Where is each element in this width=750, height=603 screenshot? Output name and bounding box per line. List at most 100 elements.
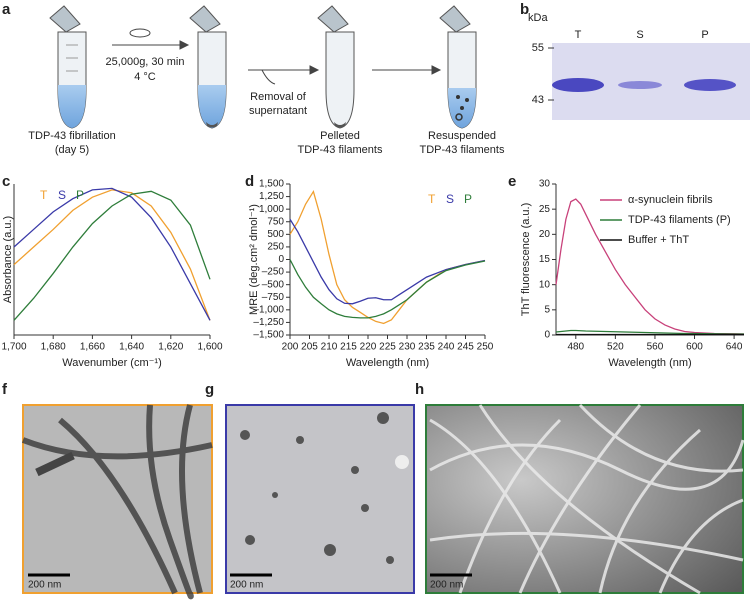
micrograph: 200 nm	[425, 403, 745, 595]
gel-marker: 55	[532, 42, 544, 54]
x-tick-label: 520	[607, 342, 624, 353]
panel-label: g	[205, 381, 214, 398]
x-tick-label: 1,660	[80, 342, 105, 353]
scale-bar-label: 200 nm	[28, 580, 61, 591]
data-line	[13, 190, 211, 321]
x-tick-label: 560	[647, 342, 664, 353]
x-tick-label: 235	[418, 342, 435, 353]
x-axis-label: Wavenumber (cm⁻¹)	[62, 357, 162, 369]
y-tick-label: 750	[267, 216, 284, 227]
y-tick-label: 1,500	[259, 179, 284, 190]
data-line	[13, 189, 211, 321]
legend-label: P	[464, 192, 472, 206]
panel-label: d	[245, 173, 254, 190]
x-tick-label: 230	[399, 342, 416, 353]
y-tick-label: –1,250	[253, 317, 284, 328]
x-tick-label: 600	[686, 342, 703, 353]
legend-label: Buffer + ThT	[628, 234, 689, 246]
y-tick-label: 10	[539, 279, 551, 290]
y-tick-label: –750	[262, 292, 285, 303]
tube	[49, 5, 87, 129]
scheme-label: 25,000g, 30 min	[106, 56, 185, 68]
x-tick-label: 215	[340, 342, 357, 353]
micrograph: 200 nm	[225, 404, 415, 594]
legend-label: P	[76, 188, 84, 202]
legend-label: S	[446, 192, 454, 206]
x-tick-label: 640	[726, 342, 743, 353]
x-tick-label: 1,600	[197, 342, 222, 353]
legend-label: S	[58, 188, 66, 202]
panel-label: h	[415, 381, 424, 398]
panel-label: f	[2, 381, 8, 398]
x-tick-label: 225	[379, 342, 396, 353]
data-line	[13, 187, 211, 321]
x-tick-label: 245	[457, 342, 474, 353]
y-tick-label: 1,250	[259, 191, 284, 202]
y-tick-label: 0	[544, 330, 550, 341]
y-axis-label: MRE (deg.cm² dmol⁻¹)	[248, 204, 260, 315]
scheme-label: TDP-43 filaments	[298, 144, 383, 156]
scheme-label: 4 °C	[134, 71, 156, 83]
y-tick-label: 500	[267, 229, 284, 240]
x-axis-label: Wavelength (nm)	[346, 357, 429, 369]
x-tick-label: 250	[477, 342, 494, 353]
gel-lane: P	[701, 29, 708, 41]
y-tick-label: 30	[539, 179, 551, 190]
tube	[439, 5, 477, 129]
y-tick-label: 5	[544, 304, 550, 315]
scheme-label: Removal of	[250, 91, 307, 103]
tube	[317, 5, 355, 129]
scheme-label: Pelleted	[320, 130, 360, 142]
x-tick-label: 210	[321, 342, 338, 353]
legend-label: α-synuclein fibrils	[628, 194, 713, 206]
tube	[189, 5, 227, 129]
gel-unit: kDa	[528, 12, 548, 24]
scheme-label: (day 5)	[55, 144, 89, 156]
gel-band	[552, 78, 604, 92]
legend-label: T	[40, 188, 48, 202]
y-tick-label: –250	[262, 267, 285, 278]
gel-lane: S	[636, 29, 643, 41]
scale-bar-label: 200 nm	[230, 580, 263, 591]
data-line	[289, 259, 486, 319]
scheme-label: Resuspended	[428, 130, 496, 142]
y-tick-label: 15	[539, 254, 551, 265]
y-tick-label: 25	[539, 204, 551, 215]
data-line	[555, 329, 744, 335]
data-line	[289, 189, 486, 325]
data-line	[289, 218, 486, 305]
x-tick-label: 205	[301, 342, 318, 353]
gel-lane: T	[575, 29, 582, 41]
y-axis-label: Absorbance (a.u.)	[2, 216, 14, 303]
y-tick-label: 20	[539, 229, 551, 240]
x-tick-label: 200	[282, 342, 299, 353]
x-axis-label: Wavelength (nm)	[608, 357, 691, 369]
y-tick-label: –500	[262, 279, 285, 290]
x-tick-label: 1,620	[158, 342, 183, 353]
x-tick-label: 480	[567, 342, 584, 353]
y-tick-label: –1,500	[253, 330, 284, 341]
scheme-label: TDP-43 fibrillation	[28, 130, 115, 142]
y-tick-label: 1,000	[259, 204, 284, 215]
x-tick-label: 1,680	[41, 342, 66, 353]
y-tick-label: 0	[278, 254, 284, 265]
gel-marker: 43	[532, 94, 544, 106]
arrows	[112, 28, 442, 85]
legend-label: TDP-43 filaments (P)	[628, 214, 731, 226]
x-tick-label: 240	[438, 342, 455, 353]
x-tick-label: 220	[360, 342, 377, 353]
panel-label: e	[508, 173, 516, 190]
y-axis-label: ThT fluorescence (a.u.)	[520, 203, 532, 317]
x-tick-label: 1,700	[1, 342, 26, 353]
panel-label: b	[520, 1, 529, 18]
panel-label: a	[2, 1, 11, 18]
gel-band	[684, 79, 736, 91]
scheme-label: supernatant	[249, 105, 307, 117]
y-tick-label: –1,000	[253, 304, 284, 315]
legend-label: T	[428, 192, 436, 206]
data-line	[555, 198, 745, 335]
panel-label: c	[2, 173, 10, 190]
micrograph: 200 nm	[21, 404, 213, 600]
scale-bar-label: 200 nm	[430, 580, 463, 591]
